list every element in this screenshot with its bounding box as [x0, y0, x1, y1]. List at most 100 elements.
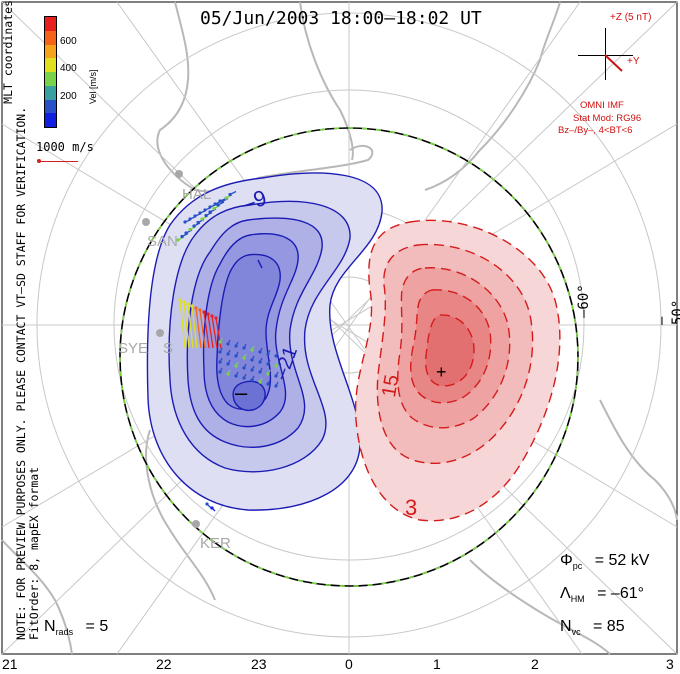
coastline-west — [299, 1, 354, 161]
velocity-vector-origin — [242, 366, 246, 370]
color-bar-segment — [45, 17, 56, 31]
velocity-vector-origin — [218, 340, 222, 344]
velocity-vector-origin — [228, 192, 232, 197]
velocity-vector-origin — [210, 314, 214, 318]
color-bar-tick-400: 400 — [60, 63, 77, 74]
velocity-vector-origin — [234, 374, 238, 378]
meridian-line — [116, 1, 583, 655]
color-bar-segment — [45, 99, 56, 114]
map-title: 05/Jun/2003 18:00–18:02 UT — [200, 8, 482, 29]
velocity-vector-origin — [188, 227, 192, 232]
velocity-vector-origin — [234, 364, 238, 368]
velocity-vector-origin — [193, 214, 197, 218]
mlt-tick-0: 0 — [345, 656, 353, 672]
velocity-vector-origin — [274, 354, 278, 358]
velocity-vector-origin — [183, 220, 187, 224]
coastline-south-far-west — [1, 539, 73, 655]
velocity-vector-origin — [226, 362, 230, 366]
velocity-vector — [183, 301, 190, 349]
fit-order-note: FitOrder: 8, mapEX format — [27, 466, 41, 640]
velocity-vector-origin — [190, 304, 194, 308]
color-bar-segment — [45, 72, 56, 86]
reference-vector — [38, 161, 78, 162]
velocity-color-bar — [44, 16, 57, 128]
imf-dial-horizontal — [578, 55, 633, 56]
note-sidebar: MLT coordinates NOTE: FOR PREVIEW PURPOS… — [1, 0, 41, 640]
velocity-vector-origin — [224, 196, 228, 200]
velocity-vector-origin — [258, 380, 262, 384]
velocity-vector-origin — [242, 376, 246, 380]
coastline-ross-ice — [257, 144, 374, 179]
velocity-vector-origin — [198, 211, 202, 215]
station-label-san: SAN — [147, 233, 178, 250]
coastline-east-lower — [599, 399, 678, 521]
plot-frame — [1, 1, 678, 655]
coastline-east-upper — [424, 1, 561, 191]
coastline-antarctic-peninsula — [156, 1, 259, 193]
velocity-vector-origin — [196, 220, 200, 225]
velocity-vector — [207, 313, 214, 349]
contour-label-3: 3 — [405, 495, 418, 520]
velocity-vector-origin — [176, 238, 180, 242]
velocity-vector-origin — [250, 368, 254, 372]
station-label-ker: KER — [200, 535, 231, 552]
imf-stat-model: Stat Mod: RG96 — [573, 113, 642, 124]
hm-boundary-vectors — [119, 127, 579, 587]
velocity-vector — [187, 303, 194, 349]
station-marker-san — [142, 218, 150, 226]
velocity-vector — [195, 307, 202, 349]
velocity-vector-origin — [203, 208, 207, 212]
velocity-vector-origin — [226, 372, 230, 376]
mlt-tick-23: 23 — [251, 656, 267, 672]
reference-vector-label: 1000 m/s — [36, 140, 94, 154]
velocity-vector-origin — [208, 205, 212, 209]
velocity-vector-origin — [266, 372, 270, 376]
station-marker-ker — [192, 520, 200, 528]
positive-potential-cell — [354, 219, 561, 522]
velocity-vector — [179, 299, 186, 349]
color-bar-tick-200: 200 — [60, 91, 77, 102]
velocity-vector-origin — [206, 312, 210, 316]
velocity-vector-origin — [242, 356, 246, 360]
velocity-vectors — [176, 190, 279, 512]
velocity-vector-origin — [266, 382, 270, 386]
velocity-vector-origin — [210, 506, 214, 510]
meridian-line — [1, 123, 678, 528]
latitude-label-50: –50° — [654, 299, 680, 325]
contour-min-marker: – — [235, 380, 248, 405]
velocity-vector-origin — [198, 308, 202, 312]
velocity-vector-origin — [258, 370, 262, 374]
velocity-vector-origin — [192, 224, 196, 228]
color-bar-segment — [45, 85, 56, 100]
velocity-vector-origin — [266, 352, 270, 356]
negative-potential-cell — [146, 172, 383, 511]
station-label-hal: HAL — [182, 186, 212, 203]
velocity-vector-origin — [216, 203, 220, 207]
stat-phi-pc: Φpc = 52 kV — [560, 552, 650, 572]
imf-z-label: +Z (5 nT) — [610, 12, 652, 23]
velocity-vector-origin — [186, 302, 190, 306]
velocity-vector-origin — [226, 342, 230, 346]
velocity-vector-origin — [200, 217, 204, 221]
imf-condition: Bz–/By–, 4<BT<6 — [558, 125, 633, 136]
velocity-vector-origin — [214, 316, 218, 320]
potential-contour — [257, 259, 263, 269]
imf-dial-vertical — [605, 28, 606, 80]
velocity-vector-origin — [274, 384, 278, 388]
velocity-vector-origin — [258, 350, 262, 354]
station-marker-hal — [175, 170, 183, 178]
meridian-line — [116, 1, 581, 655]
velocity-vector-origin — [204, 213, 208, 218]
latitude-label-60: –60° — [576, 284, 592, 318]
station-label-sye: SYE — [118, 340, 149, 357]
velocity-vector-origin — [178, 298, 182, 302]
meridian-line — [1, 1, 678, 655]
velocity-vector-origin — [226, 352, 230, 356]
potential-contour — [232, 380, 266, 411]
color-bar-segment — [45, 113, 56, 127]
mlt-tick-2: 2 — [531, 656, 539, 672]
station-markers — [142, 170, 200, 528]
velocity-vector — [191, 305, 198, 349]
